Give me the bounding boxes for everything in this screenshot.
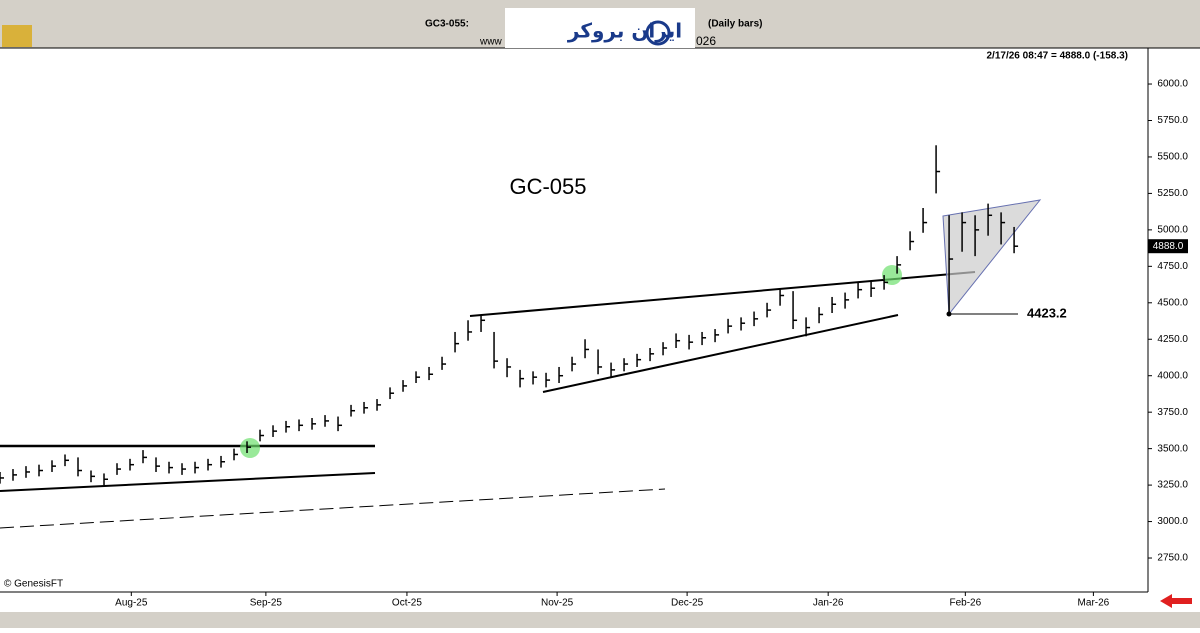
last-price-label: 4888.0 bbox=[1153, 241, 1184, 252]
app-icon bbox=[2, 25, 32, 47]
y-tick-label: 3000.0 bbox=[1157, 516, 1188, 527]
bottom-bar bbox=[0, 612, 1200, 628]
drawings bbox=[0, 199, 1042, 529]
y-tick-label: 5250.0 bbox=[1157, 188, 1188, 199]
annotation: 4423.2 bbox=[1027, 305, 1067, 320]
x-tick-label: Jan-26 bbox=[813, 598, 844, 609]
x-tick-label: Nov-25 bbox=[541, 598, 574, 609]
logo: ایران بروکر bbox=[567, 19, 682, 43]
y-tick-label: 3750.0 bbox=[1157, 407, 1188, 418]
arrow-icon bbox=[1160, 594, 1192, 608]
header-bars: (Daily bars) bbox=[708, 19, 762, 30]
header-year: 026 bbox=[696, 34, 716, 48]
y-tick-label: 4250.0 bbox=[1157, 334, 1188, 345]
logo-icon bbox=[645, 20, 671, 46]
trend-line bbox=[542, 314, 899, 393]
header-site: www bbox=[479, 37, 502, 48]
quote: 2/17/26 08:47 = 4888.0 (-158.3) bbox=[987, 51, 1129, 62]
trend-line bbox=[0, 472, 376, 492]
y-tick-label: 6000.0 bbox=[1157, 79, 1188, 90]
y-tick-label: 5750.0 bbox=[1157, 115, 1188, 126]
trend-line bbox=[0, 488, 666, 529]
x-tick-label: Oct-25 bbox=[392, 598, 422, 609]
y-tick-label: 2750.0 bbox=[1157, 553, 1188, 564]
chart-title: GC-055 bbox=[509, 174, 586, 199]
y-tick-label: 3500.0 bbox=[1157, 443, 1188, 454]
y-tick-label: 4500.0 bbox=[1157, 297, 1188, 308]
y-tick-label: 5000.0 bbox=[1157, 225, 1188, 236]
copyright: © GenesisFT bbox=[4, 579, 63, 590]
y-tick-label: 4000.0 bbox=[1157, 370, 1188, 381]
highlight bbox=[240, 438, 260, 458]
y-tick-label: 5500.0 bbox=[1157, 152, 1188, 163]
y-tick-label: 4750.0 bbox=[1157, 261, 1188, 272]
triangle bbox=[942, 199, 1042, 316]
x-tick-label: Feb-26 bbox=[949, 598, 981, 609]
x-tick-label: Sep-25 bbox=[250, 598, 283, 609]
x-tick-label: Aug-25 bbox=[115, 598, 148, 609]
x-tick-label: Dec-25 bbox=[671, 598, 704, 609]
last-price-box bbox=[1148, 239, 1188, 254]
x-tick-label: Mar-26 bbox=[1078, 598, 1110, 609]
y-tick-label: 3250.0 bbox=[1157, 480, 1188, 491]
header-symbol: GC3-055: bbox=[425, 19, 469, 30]
